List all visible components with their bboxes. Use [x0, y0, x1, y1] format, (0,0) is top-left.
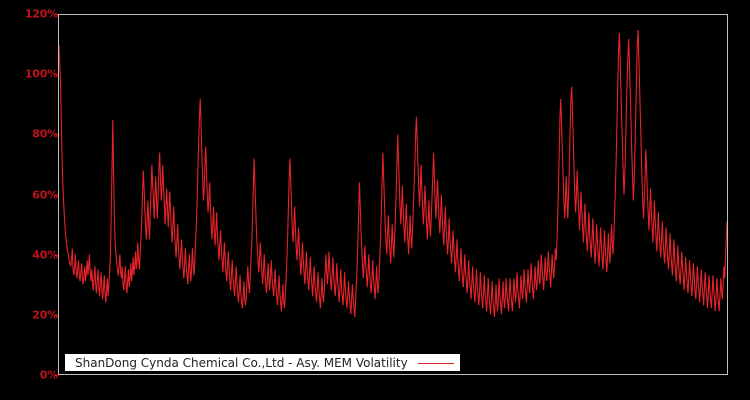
y-axis-tick-mark	[54, 314, 59, 316]
y-axis-tick-mark	[54, 375, 59, 376]
y-axis-tick-label: 80%	[32, 127, 58, 141]
volatility-series	[59, 29, 727, 318]
y-axis-tick-label: 120%	[24, 7, 58, 21]
chart-legend: ShanDong Cynda Chemical Co.,Ltd - Asy. M…	[65, 354, 460, 371]
legend-line-sample	[417, 357, 454, 368]
legend-label: ShanDong Cynda Chemical Co.,Ltd - Asy. M…	[75, 355, 408, 370]
y-axis-tick-mark	[54, 254, 59, 256]
y-axis-tick-mark	[54, 14, 59, 15]
y-axis-tick-mark	[54, 74, 59, 76]
y-axis-tick-label: 40%	[32, 248, 58, 262]
y-axis-tick-mark	[54, 194, 59, 196]
y-axis-tick-mark	[54, 134, 59, 136]
plot-area	[58, 14, 728, 375]
y-axis-tick-label: 60%	[32, 188, 58, 201]
y-axis-tick-label: 20%	[32, 308, 58, 322]
y-axis-tick-label: 0%	[39, 368, 58, 382]
y-axis-tick-label: 100%	[24, 67, 58, 81]
